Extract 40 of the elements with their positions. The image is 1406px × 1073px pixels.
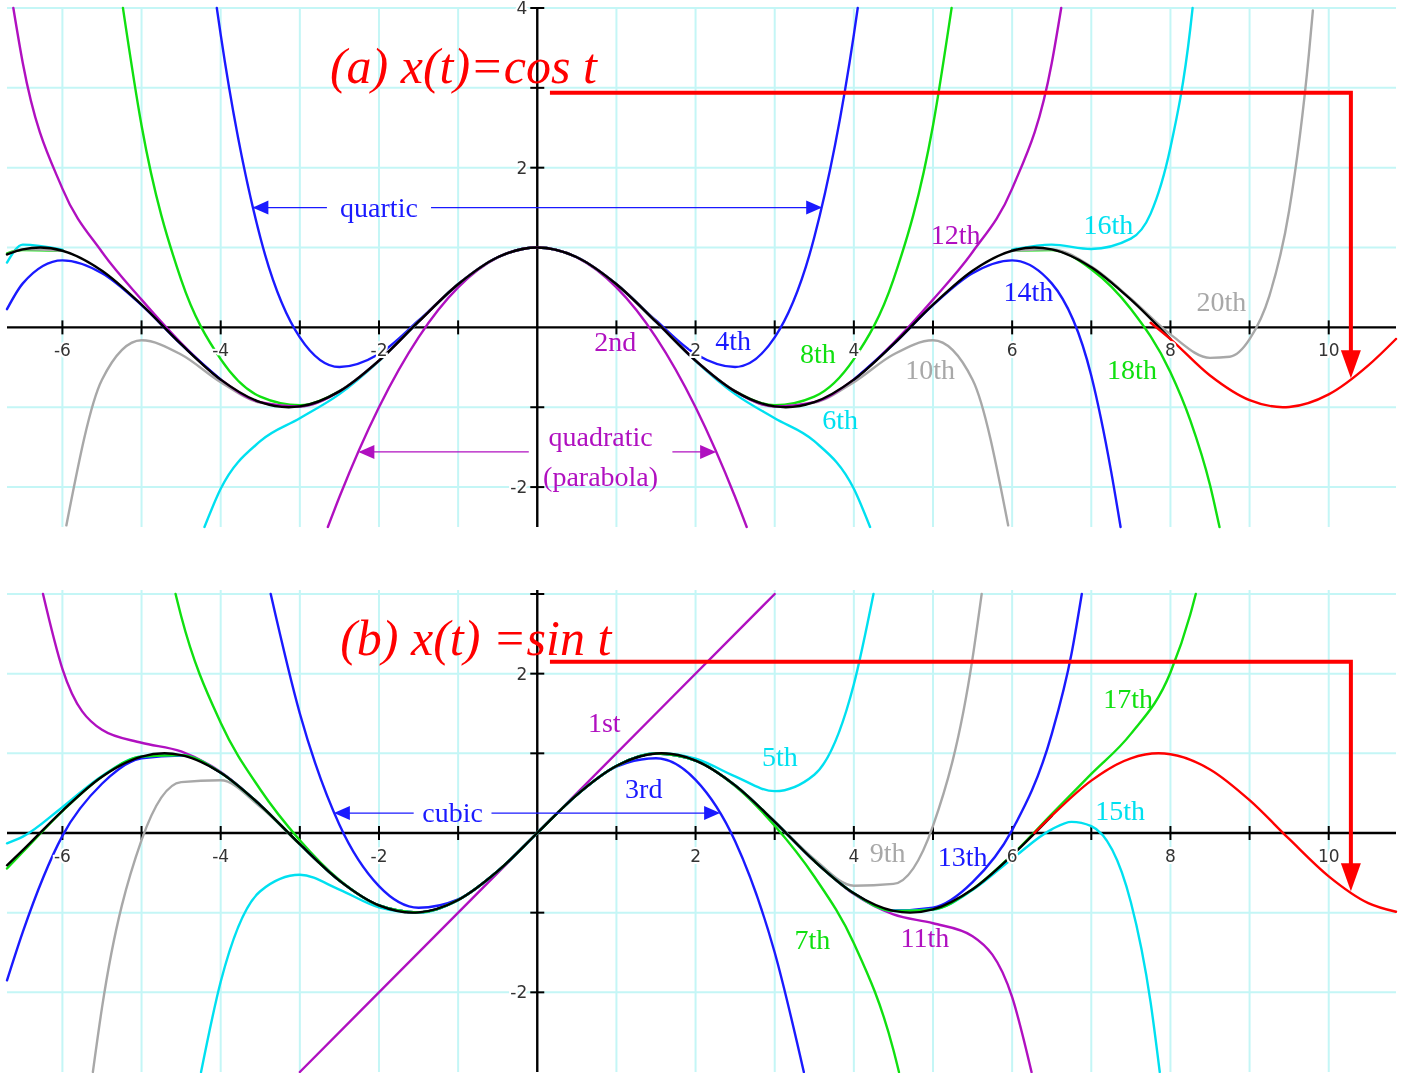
x-tick-label: 2 <box>690 845 701 866</box>
annotation: quadratic (parabola) <box>543 420 659 492</box>
series-label: 8th <box>800 338 836 370</box>
series-label: 9th <box>869 836 906 868</box>
x-tick-label: 10 <box>1317 845 1340 866</box>
series-label: 11th <box>900 921 950 953</box>
x-tick-label: 6 <box>1006 845 1018 866</box>
series-label: 20th <box>1196 286 1247 318</box>
series-label: 7th <box>794 923 831 955</box>
x-tick-label: 8 <box>1165 845 1176 866</box>
x-tick-label: -6 <box>53 845 71 866</box>
series-label: 12th <box>930 219 981 251</box>
series-label: 16th <box>1083 208 1134 240</box>
y-tick-label: 4 <box>516 0 528 18</box>
series-label: 17th <box>1103 682 1153 714</box>
x-tick-label: -2 <box>370 845 388 866</box>
series-label: 15th <box>1095 795 1146 827</box>
series-label: 18th <box>1107 354 1157 386</box>
annotation: quartic <box>340 191 418 223</box>
x-tick-label: 6 <box>1006 340 1018 361</box>
x-tick-label: -4 <box>212 845 230 866</box>
annotation: cubic <box>422 797 483 829</box>
series-label: 1st <box>587 706 621 738</box>
x-tick-label: 4 <box>848 845 860 866</box>
x-tick-label: 8 <box>1165 340 1176 361</box>
series-label: 10th <box>905 354 956 386</box>
series-label: 13th <box>937 841 988 873</box>
y-tick-label: -2 <box>510 477 528 498</box>
series-label: 6th <box>822 403 858 435</box>
series-label: 14th <box>1003 276 1054 308</box>
series-label: 4th <box>715 324 752 356</box>
x-tick-label: -6 <box>53 340 71 361</box>
x-tick-label: 10 <box>1317 340 1340 361</box>
y-tick-label: 2 <box>516 157 528 178</box>
series-label: 3rd <box>625 772 663 804</box>
y-tick-label: -2 <box>510 982 528 1003</box>
y-tick-label: 2 <box>516 663 528 684</box>
x-tick-label: 4 <box>848 340 860 361</box>
series-label: 2nd <box>594 326 637 358</box>
series-label: 5th <box>762 741 798 773</box>
